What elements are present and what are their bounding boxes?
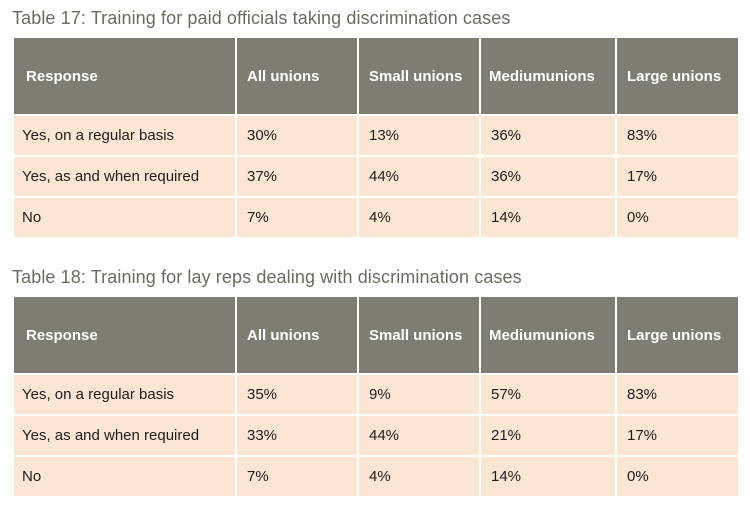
medium-unions-cell: 36% [480,115,617,157]
medium-unions-cell: 36% [480,156,617,198]
table-row: Yes, as and when required 37% 44% 36% 17… [14,156,738,198]
all-unions-cell: 30% [236,115,359,157]
row-response-cell: Yes, as and when required [14,415,237,457]
table-header-row: Response All unions Small unions Mediumu… [14,38,738,116]
table-17: Response All unions Small unions Mediumu… [14,38,738,237]
table-header-row: Response All unions Small unions Mediumu… [14,297,738,375]
all-unions-cell: 33% [236,415,359,457]
table-18-caption: Table 18: Training for lay reps dealing … [12,267,522,287]
table-row: No 7% 4% 14% 0% [14,456,738,496]
medium-unions-cell: 14% [480,197,617,237]
column-header-all-unions: All unions [236,38,359,116]
small-unions-cell: 4% [358,456,481,496]
large-unions-cell: 83% [616,115,738,157]
column-header-medium-unions: Mediumunions [480,38,617,116]
all-unions-cell: 7% [236,197,359,237]
table-row: Yes, on a regular basis 30% 13% 36% 83% [14,115,738,157]
large-unions-cell: 17% [616,415,738,457]
all-unions-cell: 7% [236,456,359,496]
table-17-caption: Table 17: Training for paid officials ta… [12,8,511,28]
large-unions-cell: 17% [616,156,738,198]
medium-unions-cell: 57% [480,374,617,416]
large-unions-cell: 0% [616,197,738,237]
large-unions-cell: 83% [616,374,738,416]
all-unions-cell: 37% [236,156,359,198]
small-unions-cell: 44% [358,415,481,457]
small-unions-cell: 9% [358,374,481,416]
all-unions-cell: 35% [236,374,359,416]
column-header-small-unions: Small unions [358,297,481,375]
table-row: No 7% 4% 14% 0% [14,197,738,237]
column-header-medium-unions: Mediumunions [480,297,617,375]
row-response-cell: No [14,456,237,496]
column-header-response: Response [14,297,237,375]
row-response-cell: No [14,197,237,237]
medium-unions-cell: 14% [480,456,617,496]
column-header-all-unions: All unions [236,297,359,375]
row-response-cell: Yes, on a regular basis [14,115,237,157]
small-unions-cell: 4% [358,197,481,237]
column-header-small-unions: Small unions [358,38,481,116]
column-header-response: Response [14,38,237,116]
table-row: Yes, as and when required 33% 44% 21% 17… [14,415,738,457]
column-header-large-unions: Large unions [616,38,738,116]
column-header-large-unions: Large unions [616,297,738,375]
large-unions-cell: 0% [616,456,738,496]
row-response-cell: Yes, as and when required [14,156,237,198]
small-unions-cell: 44% [358,156,481,198]
medium-unions-cell: 21% [480,415,617,457]
table-18: Response All unions Small unions Mediumu… [14,297,738,496]
small-unions-cell: 13% [358,115,481,157]
table-row: Yes, on a regular basis 35% 9% 57% 83% [14,374,738,416]
row-response-cell: Yes, on a regular basis [14,374,237,416]
